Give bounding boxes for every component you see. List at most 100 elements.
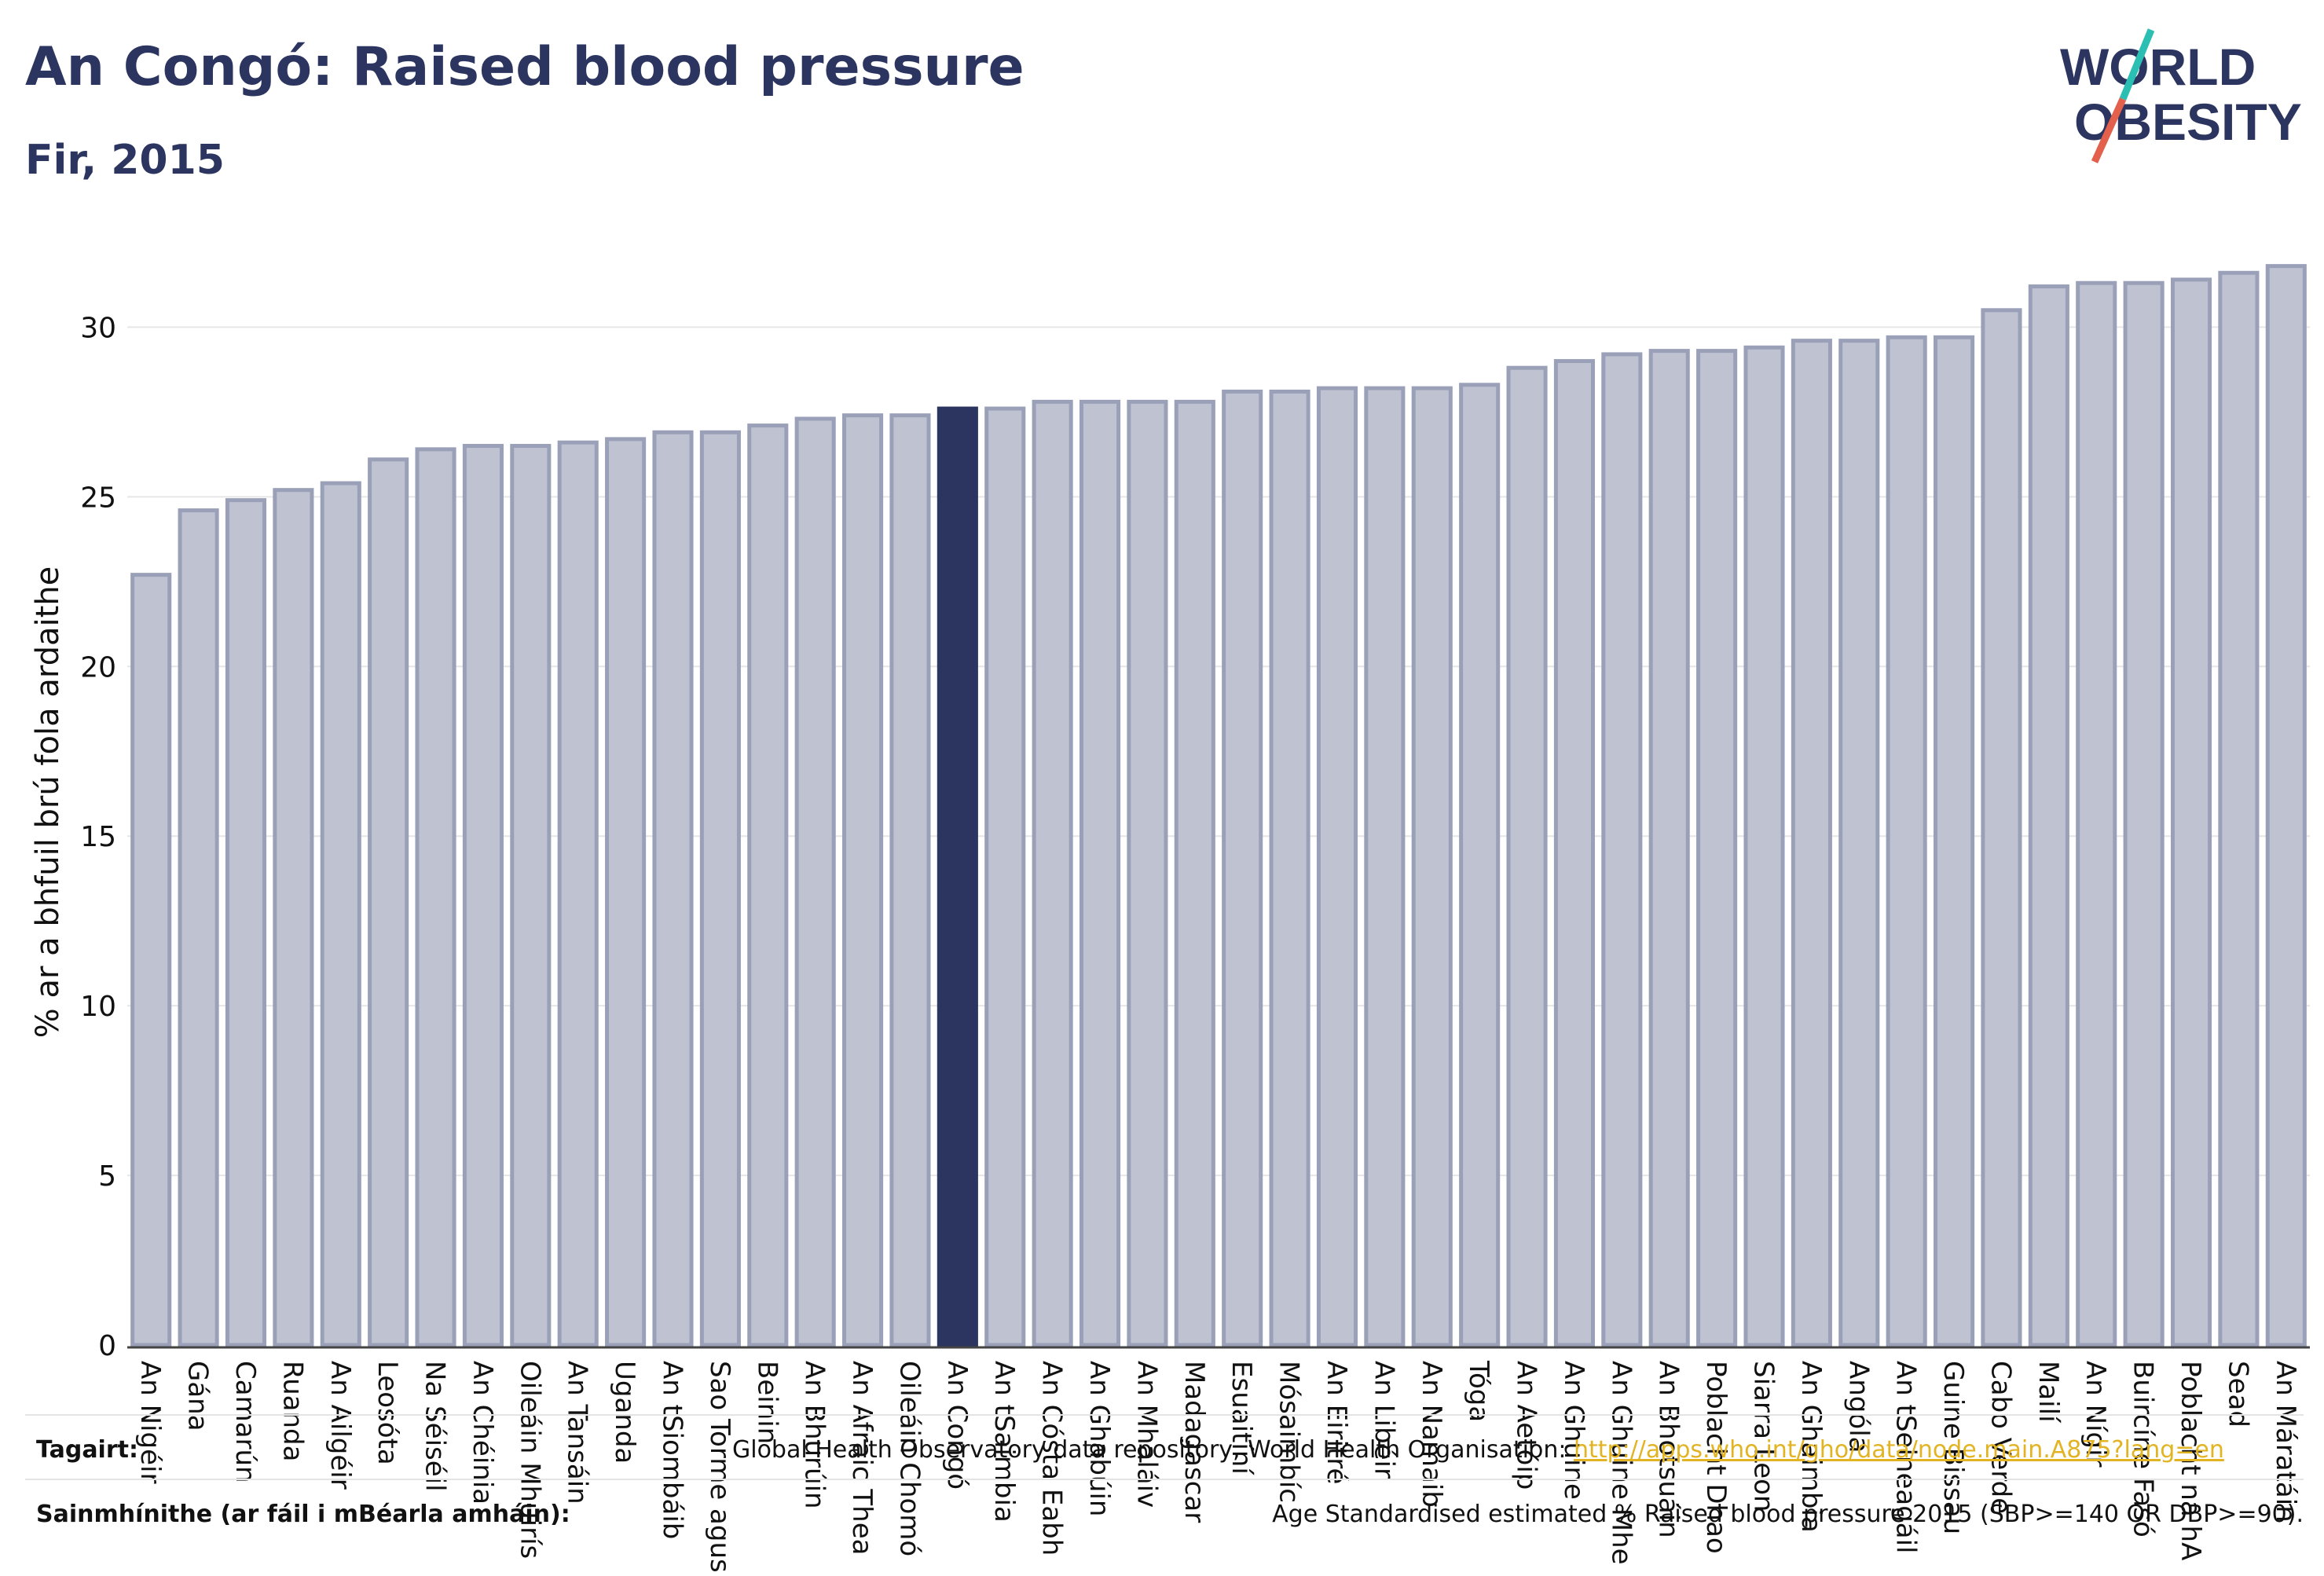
- bar: [557, 440, 599, 1347]
- x-tick-label: Angóla: [1842, 1361, 1874, 1453]
- x-tick-label: An tSaimbia: [988, 1361, 1020, 1523]
- bar: [1222, 389, 1263, 1347]
- footer-definition-row: Sainmhínithe (ar fáil i mBéarla amháin):…: [25, 1479, 2304, 1543]
- chart-title: An Congó: Raised blood pressure: [25, 36, 1025, 98]
- footer-definition-text: Age Standardised estimated % Raised bloo…: [1272, 1501, 2304, 1528]
- x-tick-label: An Ghabúin: [1083, 1361, 1115, 1516]
- x-tick-label: Na Séiséil: [420, 1361, 451, 1492]
- bar: [1032, 399, 1073, 1347]
- footer-source-description: Global Health Observatory data repositor…: [732, 1436, 1574, 1464]
- x-tick-label: An Máratáin: [2270, 1361, 2301, 1523]
- bar: [1934, 335, 1975, 1347]
- bar: [1316, 386, 1358, 1347]
- footer-source-link[interactable]: http://apps.who.int/gho/data/node.main.A…: [1574, 1436, 2224, 1464]
- y-tick-labels: 0 5 10 15 20 25 30: [80, 312, 116, 1362]
- x-tick-label: Siarra Leon: [1748, 1361, 1780, 1512]
- bar-highlighted: [937, 406, 978, 1347]
- x-tick-label: An Ailgéir: [324, 1361, 356, 1490]
- bar: [1791, 339, 1832, 1347]
- bar: [984, 406, 1026, 1347]
- bar: [368, 457, 409, 1347]
- x-tick-label: An Libéir: [1368, 1361, 1399, 1479]
- y-tick-label: 25: [80, 482, 116, 514]
- x-tick-label: An Cósta Eabh: [1036, 1361, 1068, 1556]
- x-tick-label: Uganda: [609, 1361, 640, 1464]
- bar: [178, 508, 219, 1347]
- bar: [794, 416, 836, 1347]
- bar: [605, 437, 647, 1347]
- x-tick-label: An Ghaimbia: [1795, 1361, 1827, 1533]
- x-tick-label: An Bhotsuáin: [1653, 1361, 1684, 1538]
- logo-line-1: WORLD: [2060, 38, 2256, 96]
- bar: [1838, 339, 1880, 1347]
- bar: [1648, 349, 1690, 1347]
- bar: [2265, 264, 2307, 1347]
- bar: [1506, 365, 1548, 1347]
- x-tick-label: An Eiritré: [1321, 1361, 1352, 1484]
- bar: [1364, 386, 1406, 1347]
- x-tick-label: Guine Bissau: [1937, 1361, 1969, 1534]
- bar: [1411, 386, 1453, 1347]
- world-obesity-logo: WORLD OBESITY: [2060, 28, 2302, 163]
- x-tick-label: An Mhaláiv: [1131, 1361, 1162, 1508]
- y-tick-label: 10: [80, 991, 116, 1023]
- x-tick-label: An Namaib: [1416, 1361, 1447, 1508]
- bar: [1269, 389, 1310, 1347]
- logo-accent-red: [2091, 97, 2127, 163]
- y-tick-label: 0: [98, 1330, 116, 1362]
- x-tick-label: Sao Torme agus: [704, 1361, 735, 1573]
- footer-source-row: Tagairt: Global Health Observatory data …: [25, 1414, 2304, 1479]
- bar: [1174, 399, 1215, 1347]
- x-tick-label: Poblacht na hA: [2175, 1361, 2206, 1560]
- x-tick-label: An Tansáin: [562, 1361, 593, 1505]
- x-tick-label: Gána: [182, 1361, 214, 1431]
- footer-definition-label: Sainmhínithe (ar fáil i mBéarla amháin):: [36, 1501, 570, 1528]
- bar: [1743, 345, 1785, 1347]
- bar: [1459, 383, 1501, 1347]
- x-tick-label: Cabo Verde: [1985, 1361, 2016, 1514]
- x-tick-label: Tóga: [1463, 1360, 1494, 1422]
- y-axis-label: % ar a bhfuil brú fola ardaithe: [30, 566, 66, 1038]
- x-tick-label: An Afraic Thea: [846, 1361, 878, 1555]
- bar: [1601, 352, 1643, 1347]
- bar: [1127, 399, 1168, 1347]
- bar: [2028, 284, 2069, 1347]
- footer-source-text: Global Health Observatory data repositor…: [732, 1436, 2224, 1464]
- x-tick-label: Madagascar: [1178, 1361, 1210, 1523]
- x-tick-label: An Nigéir: [134, 1361, 166, 1483]
- bar: [699, 430, 741, 1347]
- bar: [2076, 280, 2117, 1347]
- x-tick-label: An tSiombáib: [657, 1361, 688, 1539]
- bar: [1981, 308, 2022, 1347]
- x-tick-label: An Ghuine Mhe: [1605, 1361, 1637, 1565]
- bar: [2170, 277, 2212, 1347]
- bar: [273, 488, 314, 1347]
- x-tick-label: Ruanda: [277, 1361, 308, 1461]
- x-tick-label: An Bhurúin: [799, 1361, 830, 1509]
- bars: [130, 264, 2307, 1347]
- x-tick-label: An tSeineagáil: [1890, 1361, 1922, 1554]
- bar: [510, 444, 552, 1347]
- bar: [1553, 359, 1595, 1347]
- x-tick-label: Sead: [2222, 1361, 2253, 1428]
- bar: [415, 447, 456, 1347]
- x-tick-label: Oileáin Mhuirís: [514, 1361, 545, 1559]
- x-tick-label: Buircíne Fasó: [2128, 1361, 2159, 1538]
- bar: [130, 573, 172, 1347]
- x-tick-label: Esuaitíní: [1226, 1361, 1257, 1475]
- bar: [462, 444, 504, 1347]
- bar: [1079, 399, 1121, 1347]
- y-tick-label: 20: [80, 651, 116, 684]
- x-tick-label: Oileáin Chomó: [893, 1361, 925, 1556]
- x-tick-labels: An Nigéir Gána Camarún Ruanda An Ailgéir Leos…: [134, 1360, 2301, 1573]
- x-tick-label: Poblacht Dhao: [1700, 1361, 1732, 1554]
- x-tick-label: Mailí: [2033, 1361, 2064, 1424]
- y-tick-label: 15: [80, 821, 116, 853]
- bar: [1696, 349, 1738, 1347]
- x-tick-label: Leosóta: [372, 1361, 403, 1465]
- bar: [225, 498, 267, 1347]
- y-tick-label: 5: [98, 1160, 116, 1193]
- bar: [2218, 270, 2260, 1347]
- bar: [320, 481, 361, 1347]
